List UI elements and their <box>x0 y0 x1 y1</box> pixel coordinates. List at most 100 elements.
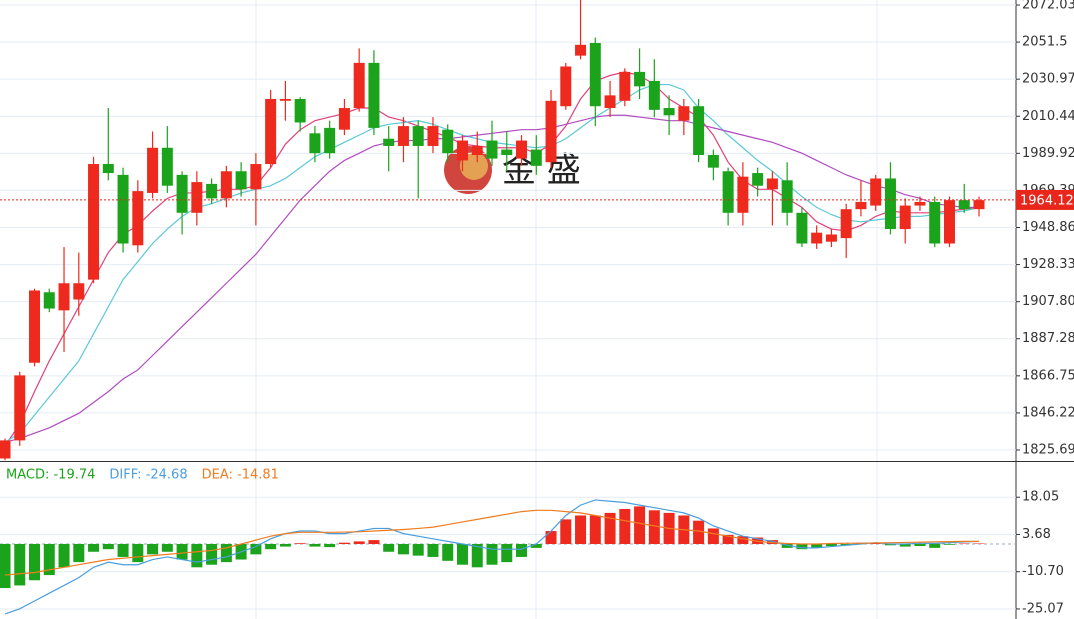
last-price-label: 1964.12 <box>1020 193 1074 208</box>
y-tick-label: 1846.22 <box>1022 405 1074 420</box>
legend-entry: DEA: -14.81 <box>202 468 279 483</box>
candle-body <box>545 100 557 163</box>
macd-bar <box>811 543 823 548</box>
macd-bar <box>324 543 336 548</box>
macd-bar <box>353 541 365 544</box>
candle-body <box>766 178 778 190</box>
y-tick-label: 2051.5 <box>1022 35 1068 50</box>
candle-body <box>220 171 232 199</box>
macd-bar <box>604 512 616 544</box>
candle-body <box>29 290 41 363</box>
y-tick-label: 2030.97 <box>1022 72 1074 87</box>
candle-body <box>914 201 926 206</box>
macd-bar <box>176 543 188 560</box>
y-tick-label: 1928.33 <box>1022 257 1074 272</box>
macd-line <box>4 509 979 576</box>
candle-body <box>88 164 100 280</box>
y-tick-label: 1825.69 <box>1022 442 1074 457</box>
macd-bar <box>781 543 793 548</box>
candle-body <box>279 98 291 101</box>
candle-body <box>693 106 705 155</box>
macd-bar <box>294 543 306 544</box>
candle-body <box>516 140 528 159</box>
macd-bar <box>545 531 557 544</box>
macd-bar <box>206 543 218 565</box>
y-tick-label: 18.05 <box>1022 490 1059 505</box>
candle-body <box>442 129 454 154</box>
macd-bar <box>722 534 734 544</box>
macd-bar <box>560 519 572 544</box>
macd-bar <box>929 543 941 548</box>
candle-body <box>486 140 498 159</box>
candle-body <box>575 44 587 56</box>
macd-bar <box>958 543 970 544</box>
candle-body <box>870 178 882 206</box>
candle-body <box>456 140 468 161</box>
candle-body <box>752 173 764 186</box>
candle-body <box>707 154 719 168</box>
macd-bar <box>220 543 232 563</box>
candle-body <box>353 62 365 109</box>
macd-bar <box>766 540 778 544</box>
candle-body <box>250 164 262 190</box>
macd-bar <box>191 543 203 568</box>
y-tick-label: 1948.86 <box>1022 220 1074 235</box>
macd-bar <box>29 543 41 581</box>
candle-body <box>14 375 26 441</box>
macd-bar <box>427 543 439 557</box>
y-tick-label: 1989.92 <box>1022 146 1074 161</box>
vertical-grid <box>255 0 878 619</box>
candle-body <box>235 171 247 190</box>
candle-body <box>811 232 823 244</box>
macd-bar <box>575 515 587 544</box>
macd-bar <box>73 543 85 563</box>
candle-body <box>147 147 159 193</box>
macd-bar <box>14 543 26 586</box>
candle-body <box>604 95 616 109</box>
macd-bar <box>471 543 483 568</box>
candle-body <box>117 174 129 244</box>
candle-body <box>678 106 690 121</box>
candle-body <box>397 126 409 146</box>
candle-body <box>634 71 646 87</box>
candle-body <box>589 42 601 107</box>
macd-bar <box>634 506 646 544</box>
legend-entry: DIFF: -24.68 <box>109 468 187 483</box>
macd-bar <box>309 543 321 547</box>
candle-body <box>958 200 970 210</box>
candle-body <box>840 209 852 239</box>
y-tick-label: 2010.44 <box>1022 109 1074 124</box>
candle-body <box>0 440 11 459</box>
macd-bar <box>899 543 911 547</box>
macd-bar <box>456 543 468 565</box>
candle-body <box>663 108 675 116</box>
candle-body <box>796 212 808 244</box>
last-price-box <box>1016 189 1074 210</box>
candle-body <box>899 205 911 230</box>
y-tick-label: -10.70 <box>1022 564 1064 579</box>
candle-body <box>530 149 542 166</box>
macd-bar <box>43 543 55 576</box>
macd-bar <box>648 510 660 544</box>
candle-body <box>619 71 631 101</box>
macd-bar <box>161 543 173 552</box>
candle-body <box>43 292 55 309</box>
macd-bar <box>943 543 955 545</box>
macd-bar <box>58 543 70 568</box>
logo: 金 盛 <box>444 146 581 194</box>
macd-bar <box>442 543 454 561</box>
macd-bar <box>973 543 985 544</box>
candle-body <box>560 66 572 107</box>
y-tick-label: 3.68 <box>1022 527 1051 542</box>
candle-body <box>722 171 734 213</box>
candle-body <box>383 138 395 146</box>
candle-body <box>501 149 513 155</box>
macd-bar <box>368 540 380 544</box>
candle-body <box>294 98 306 123</box>
y-tick-label: 1887.28 <box>1022 331 1074 346</box>
y-tick-label: -25.07 <box>1022 601 1064 616</box>
candle-body <box>58 283 70 311</box>
macd-bar <box>117 543 129 557</box>
macd-bar <box>102 543 114 550</box>
candle-body <box>737 176 749 213</box>
